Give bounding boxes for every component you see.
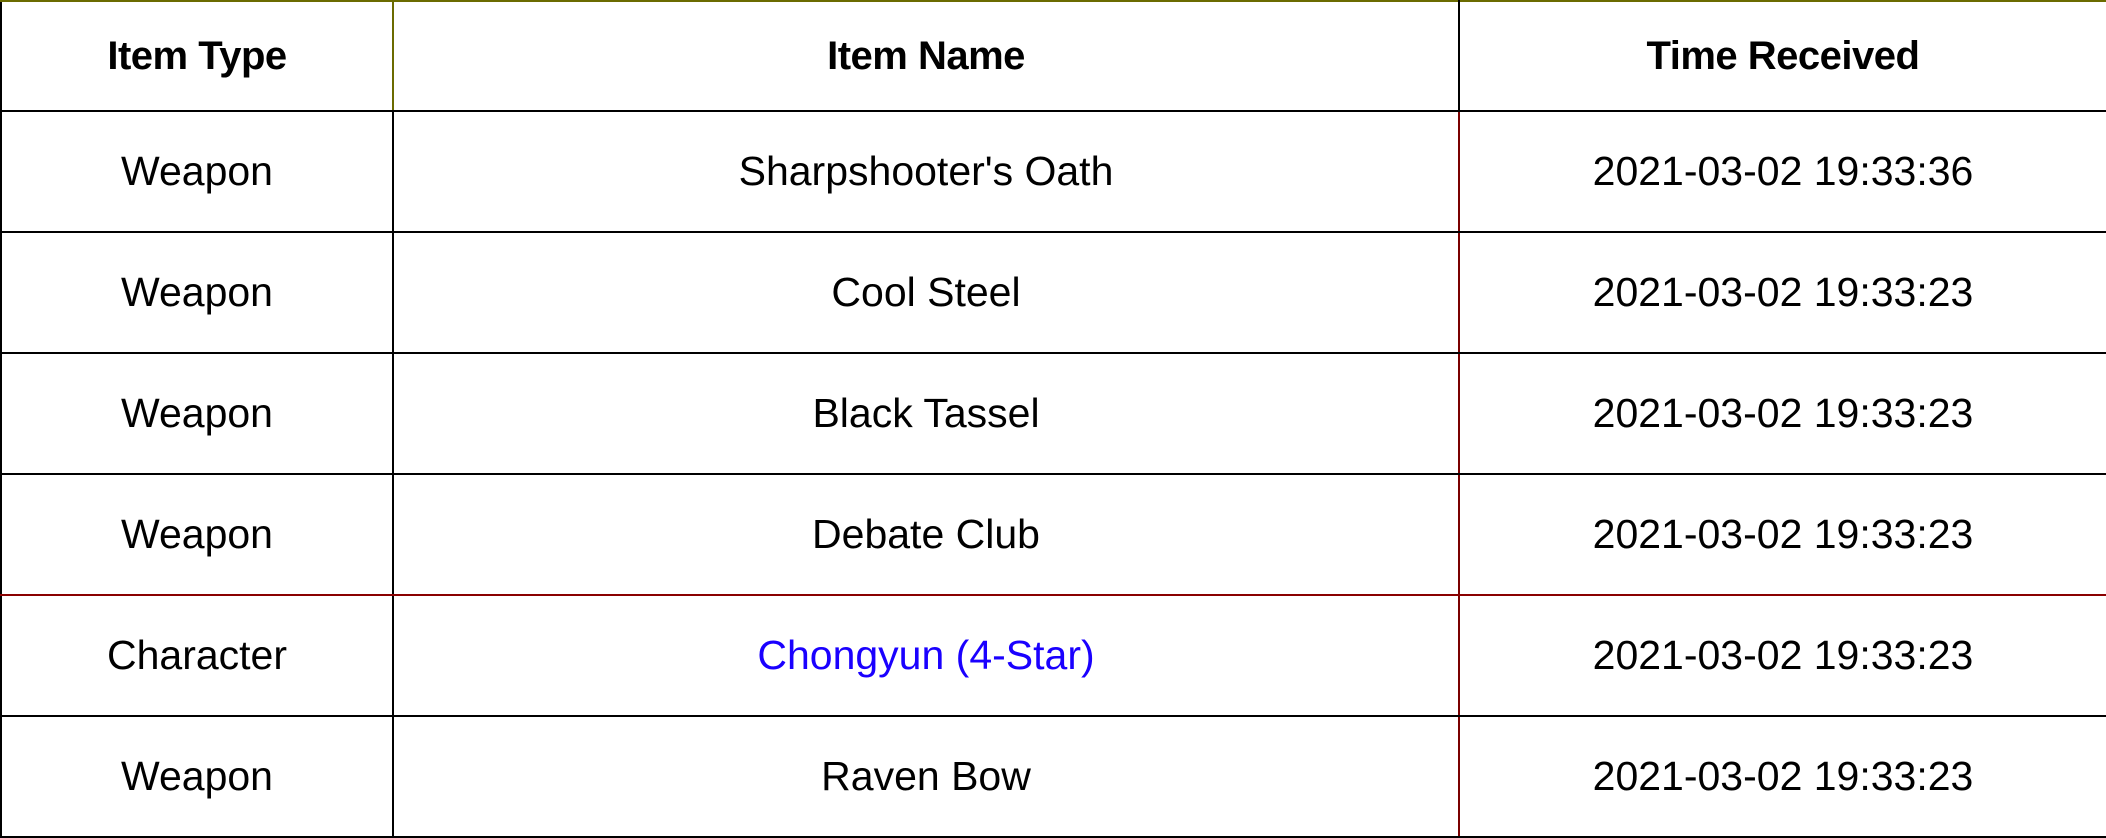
header-row: Item Type Item Name Time Received — [0, 0, 2106, 112]
table-row: Weapon Sharpshooter's Oath 2021-03-02 19… — [0, 110, 2106, 233]
cell-item-name: Chongyun (4-Star) — [392, 594, 1460, 717]
cell-time-received: 2021-03-02 19:33:36 — [1458, 110, 2106, 233]
cell-item-name: Cool Steel — [392, 231, 1460, 354]
cell-time-received: 2021-03-02 19:33:23 — [1458, 715, 2106, 838]
header-item-type: Item Type — [0, 0, 394, 112]
cell-item-name: Raven Bow — [392, 715, 1460, 838]
table-row: Weapon Black Tassel 2021-03-02 19:33:23 — [0, 352, 2106, 475]
table-body: Weapon Sharpshooter's Oath 2021-03-02 19… — [0, 110, 2106, 838]
cell-time-received: 2021-03-02 19:33:23 — [1458, 352, 2106, 475]
cell-item-name: Debate Club — [392, 473, 1460, 596]
table-header: Item Type Item Name Time Received — [0, 0, 2106, 112]
cell-item-type: Weapon — [0, 352, 394, 475]
header-time-received: Time Received — [1458, 0, 2106, 112]
cell-item-type: Weapon — [0, 110, 394, 233]
table-row: Character Chongyun (4-Star) 2021-03-02 1… — [0, 594, 2106, 717]
header-item-name: Item Name — [392, 0, 1460, 112]
cell-item-name: Black Tassel — [392, 352, 1460, 475]
table-row: Weapon Cool Steel 2021-03-02 19:33:23 — [0, 231, 2106, 354]
cell-item-type: Character — [0, 594, 394, 717]
cell-time-received: 2021-03-02 19:33:23 — [1458, 473, 2106, 596]
table-row: Weapon Debate Club 2021-03-02 19:33:23 — [0, 473, 2106, 596]
cell-item-type: Weapon — [0, 473, 394, 596]
cell-time-received: 2021-03-02 19:33:23 — [1458, 594, 2106, 717]
cell-item-type: Weapon — [0, 715, 394, 838]
cell-item-type: Weapon — [0, 231, 394, 354]
table-row: Weapon Raven Bow 2021-03-02 19:33:23 — [0, 715, 2106, 838]
cell-time-received: 2021-03-02 19:33:23 — [1458, 231, 2106, 354]
cell-item-name: Sharpshooter's Oath — [392, 110, 1460, 233]
